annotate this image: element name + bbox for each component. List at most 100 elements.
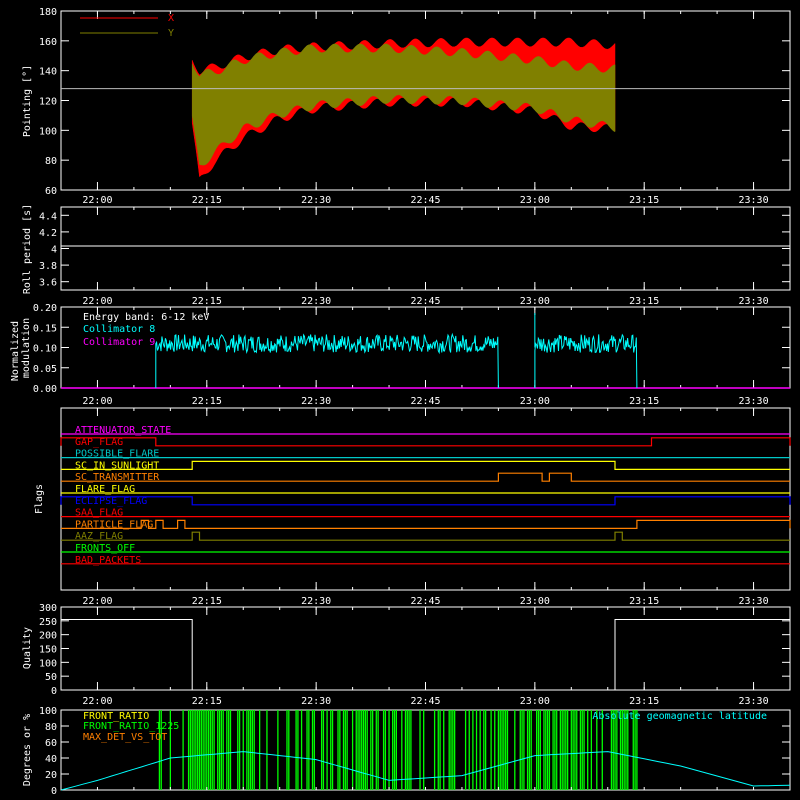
- collimator-8-segment-1: [155, 332, 499, 389]
- y-tick-label: 50: [45, 672, 57, 683]
- flag-trace-particle-flag: [61, 519, 791, 530]
- x-tick-label: 23:15: [629, 396, 659, 407]
- quality-data: [61, 619, 790, 691]
- x-tick-label: 23:15: [629, 195, 659, 206]
- quality-ylabel: Quality: [22, 627, 33, 669]
- x-tick-label: 22:15: [192, 696, 222, 707]
- y-tick-label: 4.2: [39, 228, 57, 239]
- y-tick-label: 60: [45, 738, 57, 749]
- pointing-yticks: 60 80 100 120 140 160 180: [39, 7, 790, 197]
- modulation-data: [61, 313, 790, 389]
- ratio-panel: Degrees or % 0 20 40 60 80 100 FRONT_RATIO FR…: [22, 706, 791, 797]
- y-tick-label: 0: [51, 786, 57, 797]
- flag-label-flare-flag: FLARE_FLAG: [75, 484, 135, 495]
- y-tick-label: 0.10: [33, 344, 57, 355]
- x-tick-label: 22:15: [192, 596, 222, 607]
- flag-label-fronts-off: FRONTS_OFF: [75, 543, 135, 554]
- flag-label-saa-flag: SAA_FLAG: [75, 508, 123, 519]
- roll-period-yticks: 3.6 3.8 4 4.2 4.4: [39, 211, 790, 289]
- x-tick-label: 22:45: [410, 296, 440, 307]
- x-tick-label: 23:30: [738, 596, 768, 607]
- flags-panel: Flags 22:00 22:15 22:30 22:45 23:00 23:15 23:3…: [34, 407, 791, 607]
- x-tick-label: 23:30: [738, 296, 768, 307]
- flag-label-bad-packets: BAD_PACKETS: [75, 555, 141, 566]
- y-tick-label: 40: [45, 754, 57, 765]
- legend-max-det-vs-tot: MAX_DET_VS_TOT: [83, 732, 167, 743]
- flag-trace-sc-transmitter: [61, 472, 790, 482]
- pointing-data: [61, 37, 790, 178]
- y-tick-label: 3.6: [39, 278, 57, 289]
- y-tick-label: 0.15: [33, 323, 57, 334]
- x-tick-label: 23:00: [520, 596, 550, 607]
- pointing-band-y: [191, 43, 616, 166]
- flags-data: ATTENUATOR_STATEGAP_FLAGPOSSIBLE_FLARESC…: [60, 425, 791, 566]
- energy-band-annotation: Energy band: 6-12 keV: [83, 312, 209, 323]
- flag-trace-gap-flag: [60, 437, 791, 447]
- roll-period-panel: Roll period [s] 3.6 3.8 4 4.2 4.4 22:00 22:15…: [22, 204, 791, 307]
- x-tick-label: 22:30: [301, 696, 331, 707]
- y-tick-label: 150: [39, 645, 57, 656]
- y-tick-label: 20: [45, 770, 57, 781]
- modulation-ylabel-line2: modulation: [21, 318, 32, 378]
- x-tick-label: 22:15: [192, 296, 222, 307]
- y-tick-label: 0.20: [33, 303, 57, 314]
- roll-period-ylabel: Roll period [s]: [22, 204, 33, 294]
- x-tick-label: 22:30: [301, 195, 331, 206]
- quality-xticks: 22:00 22:15 22:30 22:45 23:00 23:15 23:30: [60, 607, 791, 707]
- x-tick-label: 22:00: [82, 296, 112, 307]
- x-tick-label: 22:00: [82, 396, 112, 407]
- y-tick-label: 4.4: [39, 211, 57, 222]
- modulation-panel: Normalized modulation 0.000.050.100.150.…: [10, 303, 791, 407]
- quality-yticks: 0 50 100 150 200 250 300: [39, 603, 790, 697]
- legend-collimator-9: Collimator 9: [83, 337, 155, 348]
- modulation-yticks: 0.00 0.05 0.10 0.15 0.20: [33, 303, 790, 395]
- x-tick-label: 22:30: [301, 296, 331, 307]
- modulation-ylabel-line1: Normalized: [10, 321, 21, 381]
- y-tick-label: 4: [51, 245, 57, 256]
- flag-label-particle-flag: PARTICLE_FLAG: [75, 519, 153, 530]
- y-tick-label: 180: [39, 7, 57, 18]
- y-tick-label: 100: [39, 706, 57, 717]
- flag-trace-aaz-flag: [61, 531, 790, 541]
- flag-label-aaz-flag: AAZ_FLAG: [75, 531, 123, 542]
- flag-label-gap-flag: GAP_FLAG: [75, 437, 123, 448]
- ratio-yticks: 0 20 40 60 80 100: [39, 706, 790, 797]
- x-tick-label: 22:15: [192, 195, 222, 206]
- geomagnetic-latitude-line: [60, 751, 791, 791]
- y-tick-label: 80: [45, 722, 57, 733]
- x-tick-label: 23:30: [738, 195, 768, 206]
- pointing-ylabel: Pointing [°]: [22, 65, 33, 137]
- y-tick-label: 0: [51, 686, 57, 697]
- y-tick-label: 120: [39, 97, 57, 108]
- x-tick-label: 22:45: [410, 696, 440, 707]
- x-tick-label: 23:00: [520, 396, 550, 407]
- x-tick-label: 23:30: [738, 696, 768, 707]
- x-tick-label: 23:15: [629, 696, 659, 707]
- x-tick-label: 22:00: [82, 596, 112, 607]
- y-tick-label: 100: [39, 126, 57, 137]
- modulation-ylabel: Normalized modulation: [10, 315, 32, 381]
- pointing-legend: X Y: [80, 13, 174, 39]
- y-tick-label: 100: [39, 658, 57, 669]
- y-tick-label: 0.05: [33, 364, 57, 375]
- x-tick-label: 22:30: [301, 396, 331, 407]
- x-tick-label: 23:00: [520, 195, 550, 206]
- legend-collimator-8: Collimator 8: [83, 324, 155, 335]
- legend-front-ratio: FRONT_RATIO: [83, 711, 149, 722]
- x-tick-label: 23:00: [520, 696, 550, 707]
- y-tick-label: 60: [45, 186, 57, 197]
- flag-trace-eclipse-flag: [60, 496, 791, 506]
- x-tick-label: 22:45: [410, 596, 440, 607]
- flags-xticks: 22:00 22:15 22:30 22:45 23:00 23:15 23:30: [60, 408, 791, 607]
- y-tick-label: 250: [39, 617, 57, 628]
- legend-y-label: Y: [168, 28, 174, 39]
- roll-period-xticks: 22:00 22:15 22:30 22:45 23:00 23:15 23:30: [60, 207, 791, 307]
- flag-label-possible-flare: POSSIBLE_FLARE: [75, 449, 159, 460]
- ratio-ylabel: Degrees or %: [22, 714, 33, 786]
- flag-label-sc-in-sunlight: SC_IN_SUNLIGHT: [75, 460, 159, 471]
- x-tick-label: 23:30: [738, 396, 768, 407]
- flag-label-attenuator-state: ATTENUATOR_STATE: [75, 425, 171, 436]
